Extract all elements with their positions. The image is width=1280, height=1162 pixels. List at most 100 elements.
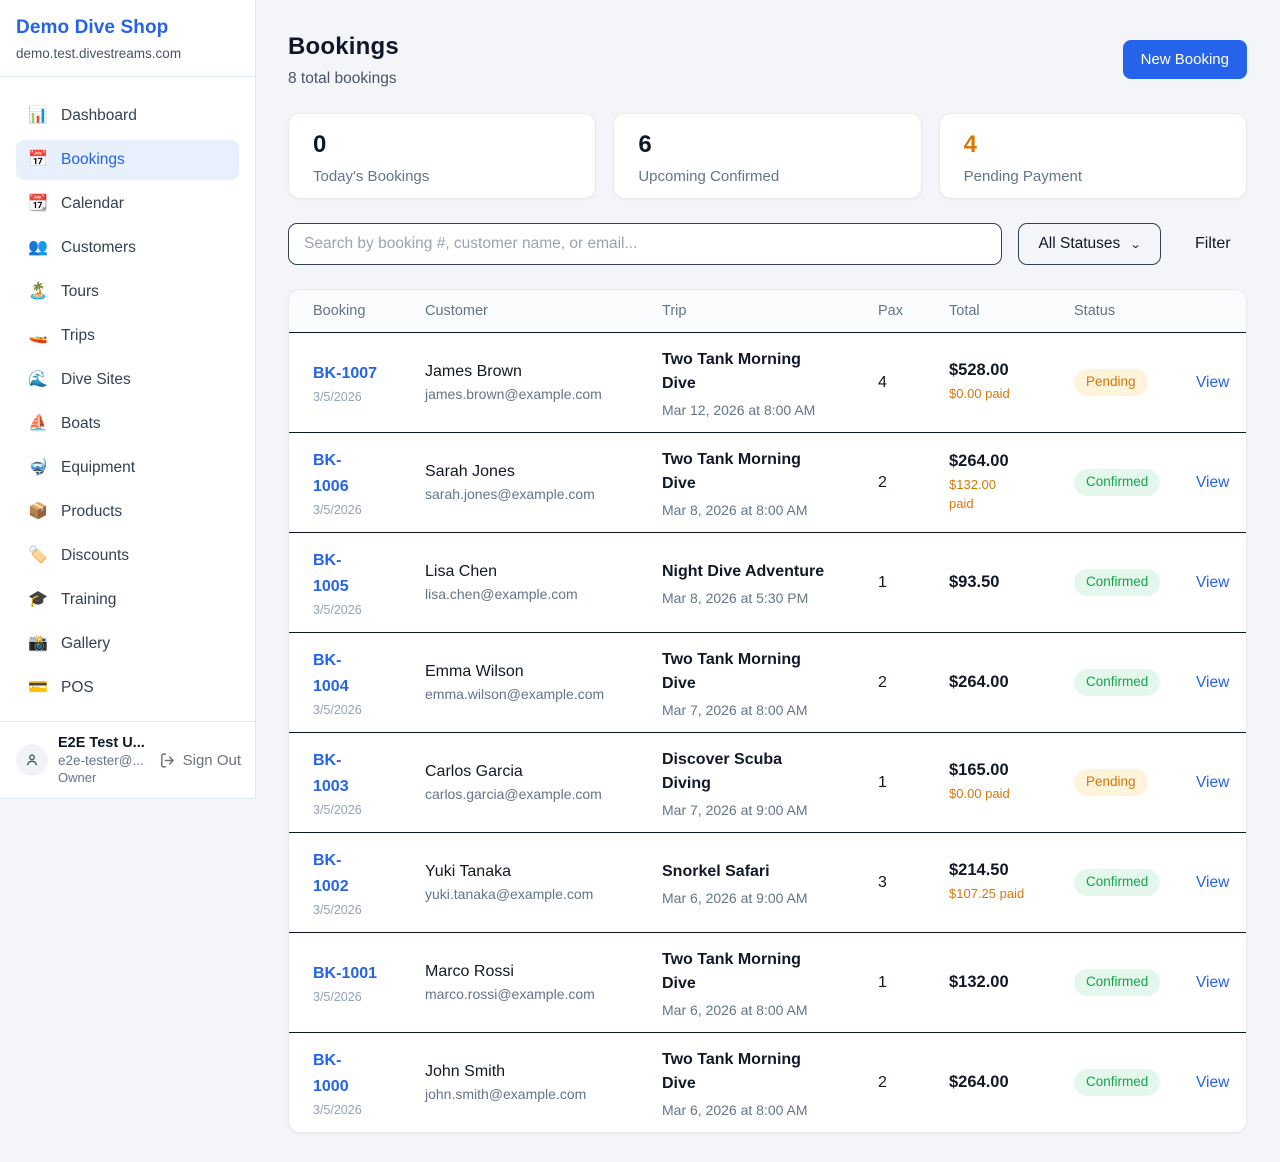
- speedboat-icon: 🚤: [28, 327, 48, 344]
- diving-mask-icon: 🤿: [28, 459, 48, 476]
- search-input[interactable]: [288, 223, 1002, 265]
- total-amount: $264.00: [949, 673, 1009, 691]
- booking-date: 3/5/2026: [313, 702, 362, 717]
- paid-amount: $0.00 paid: [949, 386, 1010, 402]
- package-icon: 📦: [28, 503, 48, 520]
- table-row: BK-1001 3/5/2026 Marco Rossi marco.rossi…: [289, 932, 1246, 1032]
- total-amount: $528.00: [949, 361, 1009, 380]
- booking-id-link[interactable]: BK- 1000: [313, 1052, 349, 1095]
- column-header-customer: Customer: [425, 303, 488, 319]
- customer-cell: Emma Wilson emma.wilson@example.com: [425, 663, 662, 702]
- view-link[interactable]: View: [1196, 573, 1230, 591]
- new-booking-button[interactable]: New Booking: [1122, 40, 1247, 79]
- sidebar-item-dive-sites[interactable]: 🌊 Dive Sites: [16, 360, 239, 400]
- status-cell: Confirmed: [1074, 1069, 1196, 1096]
- booking-cell: BK- 1004 3/5/2026: [313, 648, 425, 716]
- sign-out-button[interactable]: Sign Out: [159, 752, 241, 769]
- pax-cell: 2: [878, 673, 887, 691]
- sidebar-item-training[interactable]: 🎓 Training: [16, 580, 239, 620]
- credit-card-icon: 💳: [28, 679, 48, 696]
- filter-button[interactable]: Filter: [1195, 235, 1231, 252]
- stat-card: 0 Today's Bookings: [288, 113, 597, 199]
- sidebar-item-discounts[interactable]: 🏷️ Discounts: [16, 536, 239, 576]
- booking-id-link[interactable]: BK-1007: [313, 365, 378, 383]
- total-cell: $93.50: [949, 573, 1074, 592]
- sidebar-item-bookings[interactable]: 📅 Bookings: [16, 140, 239, 180]
- sidebar-item-gallery[interactable]: 📸 Gallery: [16, 624, 239, 664]
- view-cell: View: [1196, 974, 1229, 992]
- booking-cell: BK- 1006 3/5/2026: [313, 448, 425, 516]
- stat-label: Upcoming Confirmed: [638, 168, 780, 185]
- customer-cell: Marco Rossi marco.rossi@example.com: [425, 963, 662, 1002]
- booking-id-link[interactable]: BK- 1003: [313, 752, 349, 795]
- sidebar-item-equipment[interactable]: 🤿 Equipment: [16, 448, 239, 488]
- pax-cell: 2: [878, 1073, 887, 1091]
- total-amount: $93.50: [949, 573, 1000, 591]
- status-badge: Pending: [1074, 769, 1148, 796]
- trip-title: Two Tank Morning Dive: [662, 450, 801, 492]
- trip-cell: Two Tank Morning Dive Mar 7, 2026 at 8:00…: [662, 648, 878, 718]
- table-row: BK- 1005 3/5/2026 Lisa Chen lisa.chen@exa…: [289, 532, 1246, 632]
- view-cell: View: [1196, 374, 1229, 392]
- graduation-cap-icon: 🎓: [28, 591, 48, 608]
- total-cell: $528.00 $0.00 paid: [949, 361, 1074, 404]
- sidebar-item-label: Equipment: [61, 459, 136, 476]
- customer-email: sarah.jones@example.com: [425, 486, 595, 502]
- stat-card: 6 Upcoming Confirmed: [613, 113, 922, 199]
- main-content: Bookings 8 total bookings New Booking 0 …: [256, 0, 1280, 1133]
- booking-id-link[interactable]: BK-1001: [313, 965, 378, 983]
- booking-id-link[interactable]: BK- 1006: [313, 452, 349, 495]
- view-link[interactable]: View: [1196, 1073, 1230, 1091]
- status-select[interactable]: All Statuses ⌄: [1018, 223, 1161, 265]
- view-link[interactable]: View: [1196, 473, 1230, 491]
- stat-value: 4: [963, 131, 978, 158]
- booking-cell: BK- 1003 3/5/2026: [313, 748, 425, 816]
- sidebar-item-label: Dive Sites: [61, 371, 131, 388]
- booking-id-link[interactable]: BK- 1005: [313, 552, 349, 595]
- customer-name: Lisa Chen: [425, 563, 498, 580]
- trip-datetime: Mar 6, 2026 at 8:00 AM: [662, 1001, 808, 1018]
- status-cell: Pending: [1074, 769, 1196, 796]
- status-badge: Confirmed: [1074, 469, 1161, 496]
- trip-cell: Night Dive Adventure Mar 8, 2026 at 5:30…: [662, 560, 878, 606]
- customer-email: emma.wilson@example.com: [425, 686, 605, 702]
- view-link[interactable]: View: [1196, 373, 1230, 391]
- booking-id-link[interactable]: BK- 1004: [313, 652, 349, 695]
- booking-id-link[interactable]: BK- 1002: [313, 852, 349, 895]
- table-row: BK- 1006 3/5/2026 Sarah Jones sarah.jones…: [289, 432, 1246, 532]
- trip-datetime: Mar 8, 2026 at 5:30 PM: [662, 589, 809, 606]
- page-title: Bookings: [288, 33, 399, 60]
- view-cell: View: [1196, 674, 1229, 692]
- sidebar-item-customers[interactable]: 👥 Customers: [16, 228, 239, 268]
- pax-cell: 3: [878, 873, 887, 891]
- sidebar-item-dashboard[interactable]: 📊 Dashboard: [16, 96, 239, 136]
- customer-name: Sarah Jones: [425, 463, 515, 480]
- booking-date: 3/5/2026: [313, 502, 362, 517]
- wave-icon: 🌊: [28, 371, 48, 388]
- total-amount: $214.50: [949, 861, 1009, 880]
- trip-cell: Two Tank Morning Dive Mar 6, 2026 at 8:00…: [662, 1048, 878, 1118]
- tear-off-calendar-icon: 📆: [28, 195, 48, 212]
- status-badge: Confirmed: [1074, 869, 1161, 896]
- column-header-total: Total: [949, 303, 980, 319]
- view-link[interactable]: View: [1196, 873, 1230, 891]
- sidebar-item-label: Tours: [61, 283, 99, 300]
- user-info: E2E Test U... e2e-tester@... Owner: [58, 735, 149, 785]
- customer-email: yuki.tanaka@example.com: [425, 886, 594, 902]
- sidebar-item-pos[interactable]: 💳 POS: [16, 668, 239, 708]
- sidebar-item-label: Dashboard: [61, 107, 137, 124]
- view-link[interactable]: View: [1196, 673, 1230, 691]
- view-link[interactable]: View: [1196, 773, 1230, 791]
- total-cell: $264.00: [949, 673, 1074, 692]
- user-section: E2E Test U... e2e-tester@... Owner Sign …: [0, 721, 255, 798]
- table-row: BK-1007 3/5/2026 James Brown james.brown…: [289, 332, 1246, 432]
- sidebar-item-boats[interactable]: ⛵ Boats: [16, 404, 239, 444]
- view-cell: View: [1196, 574, 1229, 592]
- sidebar-item-tours[interactable]: 🏝️ Tours: [16, 272, 239, 312]
- sidebar-item-calendar[interactable]: 📆 Calendar: [16, 184, 239, 224]
- trip-datetime: Mar 7, 2026 at 8:00 AM: [662, 701, 808, 718]
- view-link[interactable]: View: [1196, 973, 1230, 991]
- chevron-down-icon: ⌄: [1129, 238, 1142, 251]
- sidebar-item-products[interactable]: 📦 Products: [16, 492, 239, 532]
- sidebar-item-trips[interactable]: 🚤 Trips: [16, 316, 239, 356]
